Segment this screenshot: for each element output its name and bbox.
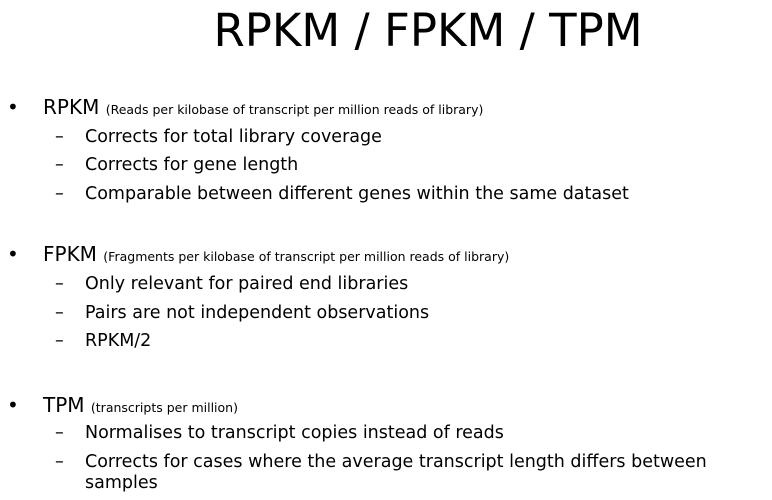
dash-marker: –: [55, 452, 64, 472]
term-expansion: (transcripts per million): [90, 400, 238, 415]
sub-item-text: Normalises to transcript copies instead …: [85, 423, 504, 443]
slide-title: RPKM / FPKM / TPM: [213, 4, 643, 57]
bullet-heading: FPKM (Fragments per kilobase of transcri…: [43, 241, 509, 270]
sub-item-text: samples: [85, 473, 158, 493]
dash-marker: –: [55, 423, 64, 443]
dash-marker: –: [55, 303, 64, 323]
sub-item-text: Corrects for total library coverage: [85, 127, 382, 147]
sub-item-text: Corrects for cases where the average tra…: [85, 452, 707, 472]
dash-marker: –: [55, 184, 64, 204]
bullet-heading: RPKM (Reads per kilobase of transcript p…: [43, 94, 483, 123]
bullet-dot: •: [7, 95, 19, 119]
sub-item-text: Pairs are not independent observations: [85, 303, 430, 323]
dash-marker: –: [55, 274, 64, 294]
term-label: FPKM: [43, 242, 97, 266]
dash-marker: –: [55, 331, 64, 351]
sub-item-text: Comparable between different genes withi…: [85, 184, 629, 204]
dash-marker: –: [55, 155, 64, 175]
bullet-dot: •: [7, 242, 19, 266]
bullet-heading: TPM (transcripts per million): [43, 392, 238, 421]
term-expansion: (Fragments per kilobase of transcript pe…: [103, 249, 510, 264]
sub-item-text: RPKM/2: [85, 331, 152, 351]
dash-marker: –: [55, 127, 64, 147]
term-expansion: (Reads per kilobase of transcript per mi…: [105, 102, 484, 117]
term-label: TPM: [43, 393, 85, 417]
term-label: RPKM: [43, 95, 100, 119]
bullet-dot: •: [7, 393, 19, 417]
sub-item-text: Corrects for gene length: [85, 155, 299, 175]
sub-item-text: Only relevant for paired end libraries: [85, 274, 409, 294]
